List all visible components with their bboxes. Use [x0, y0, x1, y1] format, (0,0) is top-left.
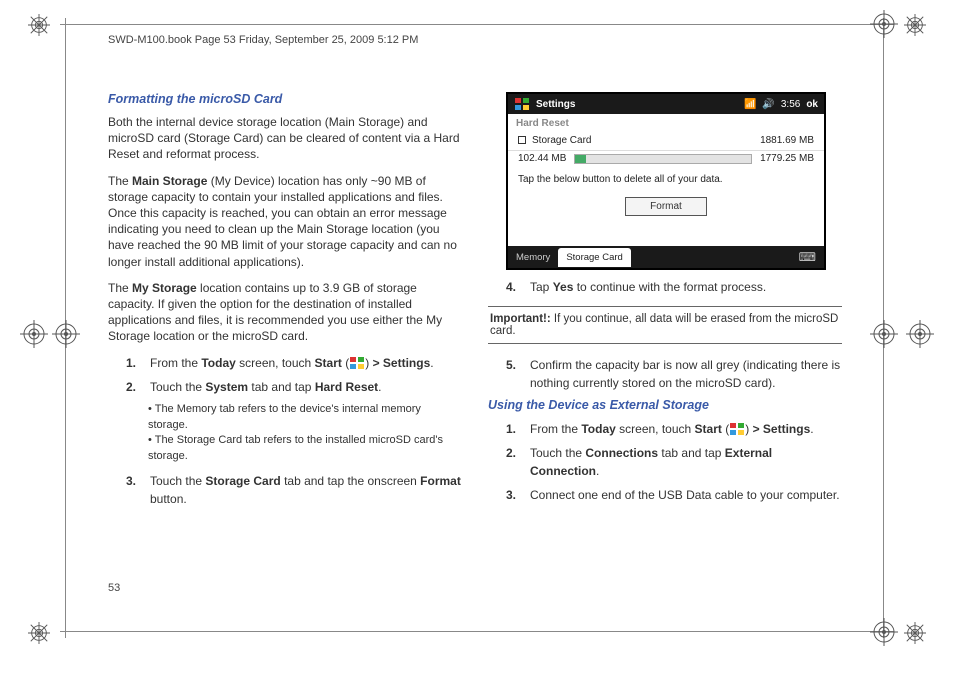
- section-heading: Formatting the microSD Card: [108, 92, 462, 106]
- volume-icon: 🔊: [762, 99, 774, 110]
- important-note: Important!: If you continue, all data wi…: [488, 306, 842, 344]
- book-header: SWD-M100.book Page 53 Friday, September …: [108, 34, 418, 46]
- sub-bullets: The Memory tab refers to the device's in…: [148, 402, 462, 464]
- ss-time: 3:56: [781, 99, 800, 110]
- paragraph: The My Storage location contains up to 3…: [108, 280, 462, 345]
- crop-sun-icon: [28, 14, 50, 36]
- page-content: Formatting the microSD Card Both the int…: [108, 92, 842, 602]
- capacity-bar: [574, 154, 752, 164]
- step-list: 1. From the Today screen, touch Start ()…: [506, 420, 842, 504]
- device-screenshot: Settings 📶 🔊 3:56 ok Hard Reset Storage …: [506, 92, 826, 270]
- list-item: The Memory tab refers to the device's in…: [148, 402, 462, 433]
- tab-storage-card[interactable]: Storage Card: [558, 248, 631, 267]
- list-item: 2. Touch the System tab and tap Hard Res…: [126, 378, 462, 396]
- crop-sun-icon: [904, 622, 926, 644]
- crop-target-icon: [870, 10, 898, 38]
- step-list: 1. From the Today screen, touch Start ()…: [126, 354, 462, 396]
- ss-capacity-row: 102.44 MB 1779.25 MB: [508, 151, 824, 168]
- crop-target-icon: [20, 320, 48, 348]
- ss-titlebar: Settings 📶 🔊 3:56 ok: [508, 94, 824, 114]
- signal-icon: 📶: [744, 99, 756, 110]
- page-number: 53: [108, 582, 120, 594]
- ss-tabs: Memory Storage Card ⌨: [508, 246, 824, 268]
- ss-message: Tap the below button to delete all of yo…: [508, 168, 824, 191]
- windows-start-icon: [514, 97, 530, 111]
- left-column: Formatting the microSD Card Both the int…: [108, 92, 462, 602]
- list-item: 1. From the Today screen, touch Start ()…: [126, 354, 462, 372]
- crop-target-icon: [870, 618, 898, 646]
- list-item: 1. From the Today screen, touch Start ()…: [506, 420, 842, 438]
- tab-memory[interactable]: Memory: [508, 248, 558, 267]
- keyboard-icon[interactable]: ⌨: [799, 250, 824, 264]
- list-item: 5. Confirm the capacity bar is now all g…: [506, 356, 842, 392]
- section-heading: Using the Device as External Storage: [488, 398, 842, 412]
- step-list: 4. Tap Yes to continue with the format p…: [506, 278, 842, 296]
- paragraph: The Main Storage (My Device) location ha…: [108, 173, 462, 270]
- ss-title: Settings: [536, 99, 575, 110]
- format-button[interactable]: Format: [625, 197, 707, 216]
- step-list: 5. Confirm the capacity bar is now all g…: [506, 356, 842, 392]
- ss-ok-button[interactable]: ok: [806, 99, 818, 110]
- list-item: 4. Tap Yes to continue with the format p…: [506, 278, 842, 296]
- crop-target-icon: [870, 320, 898, 348]
- crop-sun-icon: [904, 14, 926, 36]
- crop-target-icon: [906, 320, 934, 348]
- list-item: The Storage Card tab refers to the insta…: [148, 433, 462, 464]
- list-item: 2. Touch the Connections tab and tap Ext…: [506, 444, 842, 480]
- list-item: 3. Connect one end of the USB Data cable…: [506, 486, 842, 504]
- paragraph: Both the internal device storage locatio…: [108, 114, 462, 163]
- windows-start-icon: [349, 356, 365, 370]
- checkbox-icon: [518, 136, 526, 144]
- windows-start-icon: [729, 422, 745, 436]
- crop-target-icon: [52, 320, 80, 348]
- ss-storage-row: Storage Card 1881.69 MB: [508, 131, 824, 151]
- crop-sun-icon: [28, 622, 50, 644]
- step-list: 3. Touch the Storage Card tab and tap th…: [126, 472, 462, 508]
- right-column: Settings 📶 🔊 3:56 ok Hard Reset Storage …: [488, 92, 842, 602]
- ss-section-label: Hard Reset: [508, 114, 824, 131]
- list-item: 3. Touch the Storage Card tab and tap th…: [126, 472, 462, 508]
